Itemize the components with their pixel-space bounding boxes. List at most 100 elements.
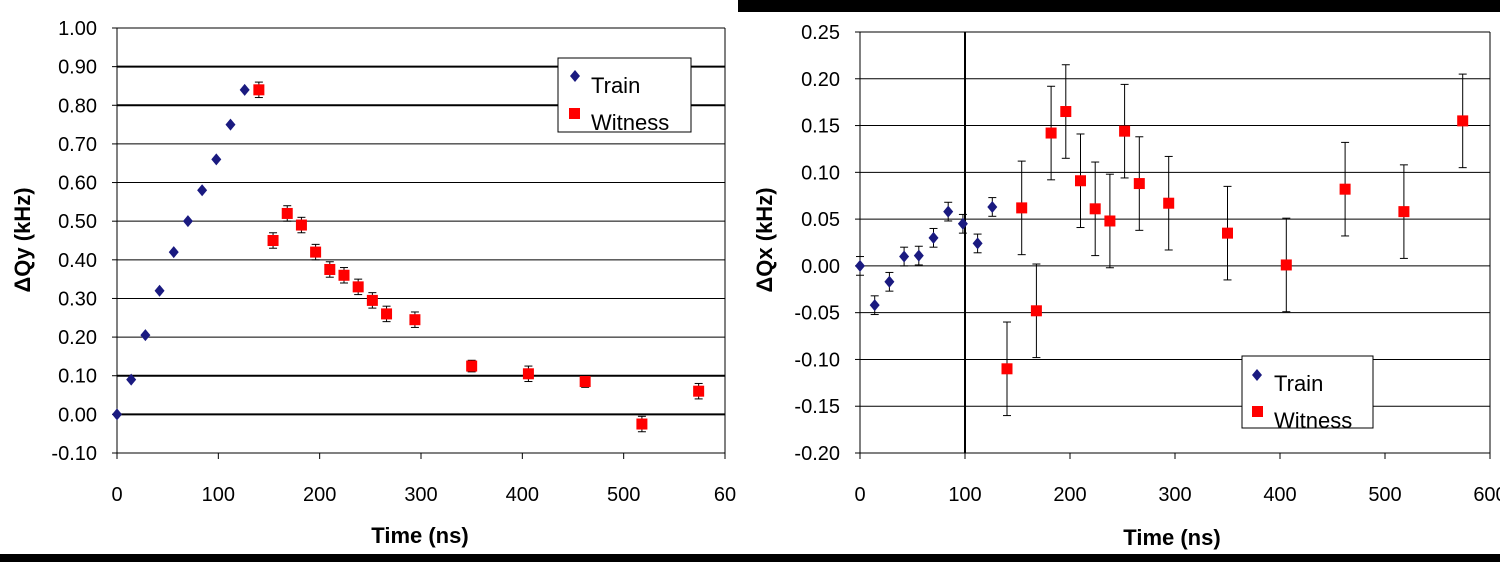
y-tick-label: -0.10 [51,443,97,465]
y-tick-label: 0.90 [58,57,97,79]
y-axis-label: ΔQx (kHz) [752,187,777,292]
data-point-witness [352,281,364,293]
y-tick-label: 0.10 [801,162,840,184]
x-tick-label: 400 [1263,484,1296,506]
data-point-witness [1398,206,1410,218]
y-tick-label: 1.00 [58,18,97,40]
data-point-witness [338,269,350,281]
legend-box [1241,355,1374,429]
data-point-train [154,284,165,297]
y-tick-label: 0.30 [58,288,97,310]
data-point-train [899,250,910,263]
data-point-train [928,231,939,244]
data-point-witness [295,219,307,231]
x-tick-label: 100 [202,484,235,506]
data-point-witness [1457,115,1469,127]
x-tick-label: 100 [948,484,981,506]
y-tick-label: 0.20 [58,327,97,349]
chart-delta-qx: ΔQx (kHz) Time (ns) 0.25 0.20 0.15 0.10 0.05… [752,22,1500,550]
y-tick-label: -0.05 [794,303,840,325]
y-tick-label: 0.50 [58,211,97,233]
y-tick-label: 0.15 [801,116,840,138]
y-tick-label: 0.00 [58,404,97,426]
gridlines [860,31,1490,454]
y-tick-label: -0.15 [794,396,840,418]
x-tick-label: 500 [1368,484,1401,506]
data-point-witness [1104,215,1116,227]
top-right-black-bar [738,0,1500,12]
y-tick-label: 0.40 [58,250,97,272]
y-tick-label: 0.60 [58,173,97,195]
data-point-witness [409,314,421,326]
series-train [112,83,250,421]
data-point-witness [1133,178,1145,190]
data-point-train [884,275,895,288]
data-point-witness [310,246,322,258]
bottom-black-bar [0,554,1500,562]
legend-train-label: Train [591,73,640,98]
data-point-witness [267,235,279,246]
chart-delta-qy: ΔQy (kHz) Time (ns) 1.00 0.90 0.80 0.70 0.60… [10,18,736,548]
data-point-train [987,200,998,213]
legend: Train Witness [1241,355,1374,433]
y-tick-label: 0.80 [58,95,97,117]
data-point-train [197,184,208,197]
legend-train-label: Train [1274,371,1323,396]
x-tick-label: 400 [506,484,539,506]
legend-witness-marker [569,108,580,119]
data-point-train [943,205,954,218]
series-witness [253,81,705,433]
data-point-witness [579,376,591,388]
legend-train-marker [570,70,580,82]
x-tick-label: 0 [111,484,122,506]
data-point-witness [1119,125,1131,137]
data-point-witness [693,385,705,397]
data-point-train [112,408,122,421]
data-point-witness [366,294,378,306]
x-axis-label: Time (ns) [371,523,468,548]
legend-witness-label: Witness [1274,408,1352,433]
legend-witness-marker [1252,406,1263,417]
y-tick-label: 0.70 [58,134,97,156]
legend-box [557,57,692,133]
x-tick-label: 500 [607,484,640,506]
data-point-witness [636,418,648,430]
data-point-witness [381,308,393,320]
y-axis-label: ΔQy (kHz) [10,187,35,292]
x-tick-label: 200 [1053,484,1086,506]
data-point-witness [1280,259,1292,271]
y-tick-label: 0.10 [58,366,97,388]
x-axis-label: Time (ns) [1123,525,1220,550]
data-point-train [957,217,968,230]
data-point-witness [1001,363,1013,375]
data-point-train [972,237,983,250]
data-point-witness [1222,227,1233,239]
data-point-witness [1339,183,1351,195]
x-tick-label: 60 [714,484,736,506]
y-tick-label: -0.10 [794,349,840,371]
data-point-witness [466,360,478,372]
data-point-train [182,215,193,228]
y-tick-label: 0.05 [801,209,840,231]
data-point-train [239,83,250,96]
legend-train-marker [1252,369,1262,381]
x-tick-label: 0 [854,484,865,506]
data-point-witness [1075,175,1086,187]
y-tick-label: 0.00 [801,256,840,278]
x-tick-label: 200 [303,484,336,506]
series-train [855,197,998,316]
series-witness [1001,64,1469,417]
x-tick-label: 300 [1158,484,1191,506]
y-tick-label: 0.25 [801,22,840,44]
x-tick-label: 300 [404,484,437,506]
y-tick-label: 0.20 [801,69,840,91]
legend: Train Witness [557,57,692,135]
data-point-train [168,246,179,259]
data-point-train [913,249,924,262]
y-tick-label: -0.20 [794,443,840,465]
data-point-witness [253,84,265,96]
data-point-train [869,299,880,312]
data-point-witness [324,263,336,275]
data-point-witness [1089,203,1101,215]
